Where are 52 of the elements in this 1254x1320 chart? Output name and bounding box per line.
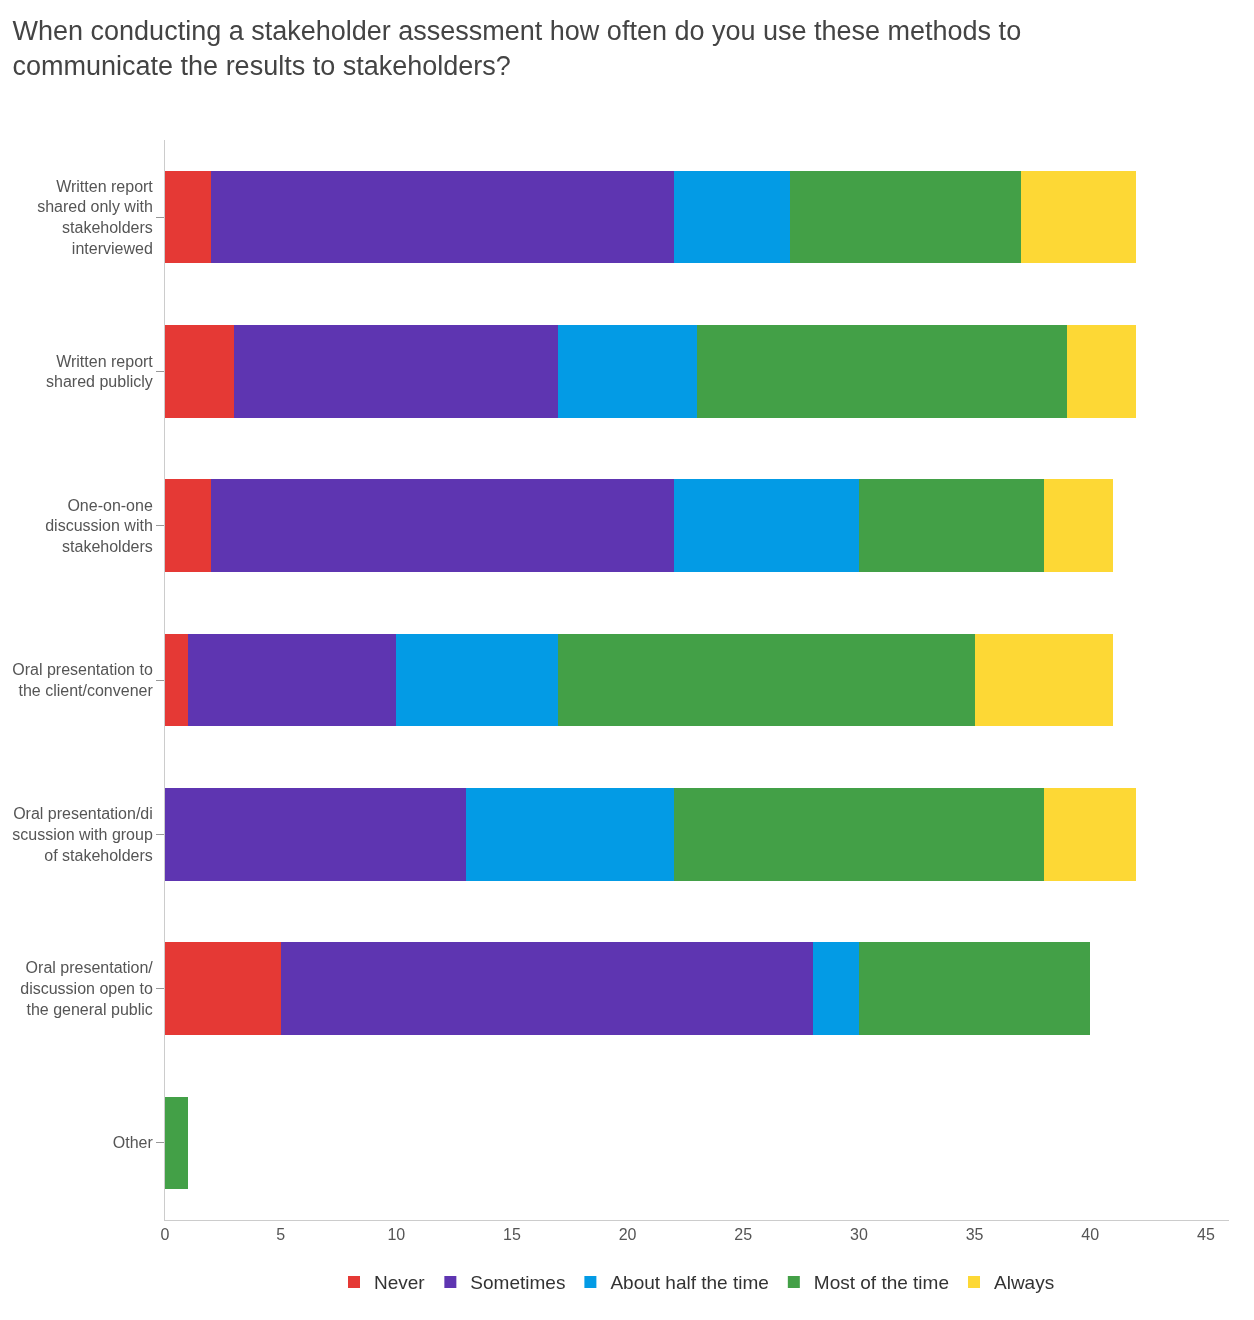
- legend-label: Never: [374, 1272, 426, 1294]
- x-tick-label: 0: [160, 1226, 170, 1244]
- bar: [465, 788, 674, 881]
- bar: [812, 942, 859, 1035]
- legend-label: Most of the time: [813, 1272, 949, 1294]
- bar: [211, 479, 674, 572]
- x-tick-label: 25: [734, 1226, 753, 1244]
- bar: [165, 788, 466, 881]
- bar: [165, 1096, 189, 1190]
- bar: [974, 633, 1114, 727]
- y-tick-label: Written report shared publicly: [46, 352, 154, 391]
- x-tick-label: 15: [503, 1226, 521, 1244]
- bar: [165, 942, 281, 1035]
- bar: [673, 479, 859, 572]
- y-tick-label: Written report shared only with stakeholders interviewed: [37, 177, 154, 257]
- legend-label: About half the time: [610, 1272, 769, 1294]
- bar: [1020, 170, 1137, 264]
- x-tick-label: 30: [850, 1226, 868, 1244]
- bar: [396, 633, 559, 727]
- x-tick-label: 40: [1081, 1226, 1100, 1244]
- bar: [1043, 479, 1114, 572]
- bar: [858, 942, 1091, 1035]
- bar: [697, 325, 1068, 418]
- x-tick-label: 45: [1196, 1226, 1215, 1244]
- bar: [789, 170, 1021, 264]
- bar: [673, 170, 790, 264]
- legend-label: Always: [994, 1272, 1055, 1294]
- bar: [1067, 325, 1137, 418]
- x-tick-label: 20: [618, 1226, 637, 1244]
- bar: [280, 942, 813, 1035]
- chart-title: When conducting a stakeholder assessment how often do you use these methods to communicate the results to stakeholders?: [12, 15, 1022, 81]
- bar: [165, 633, 189, 727]
- bar: [858, 479, 1044, 572]
- bar: [165, 170, 212, 264]
- bar: [558, 633, 975, 727]
- bar: [558, 325, 697, 418]
- x-tick-label: 5: [276, 1226, 286, 1244]
- y-tick-label: Oral presentation to the client/convener: [12, 661, 154, 699]
- bar: [673, 788, 1044, 881]
- y-tick-label: Oral presentation/discussion with group of stakeholders: [12, 805, 153, 864]
- bar: [165, 479, 212, 572]
- legend-label: Sometimes: [470, 1272, 566, 1294]
- bar: [211, 170, 674, 264]
- bar: [1043, 788, 1137, 881]
- bar: [188, 633, 397, 727]
- y-tick-label: Oral presentation/ discussion open to the general public: [20, 959, 154, 1018]
- x-tick-label: 35: [965, 1226, 984, 1244]
- bar: [234, 325, 559, 418]
- y-tick-label: Other: [112, 1134, 154, 1152]
- x-tick-label: 10: [387, 1226, 406, 1244]
- bar: [165, 325, 235, 418]
- y-tick-label: One-on-one discussion with stakeholders: [45, 496, 153, 556]
